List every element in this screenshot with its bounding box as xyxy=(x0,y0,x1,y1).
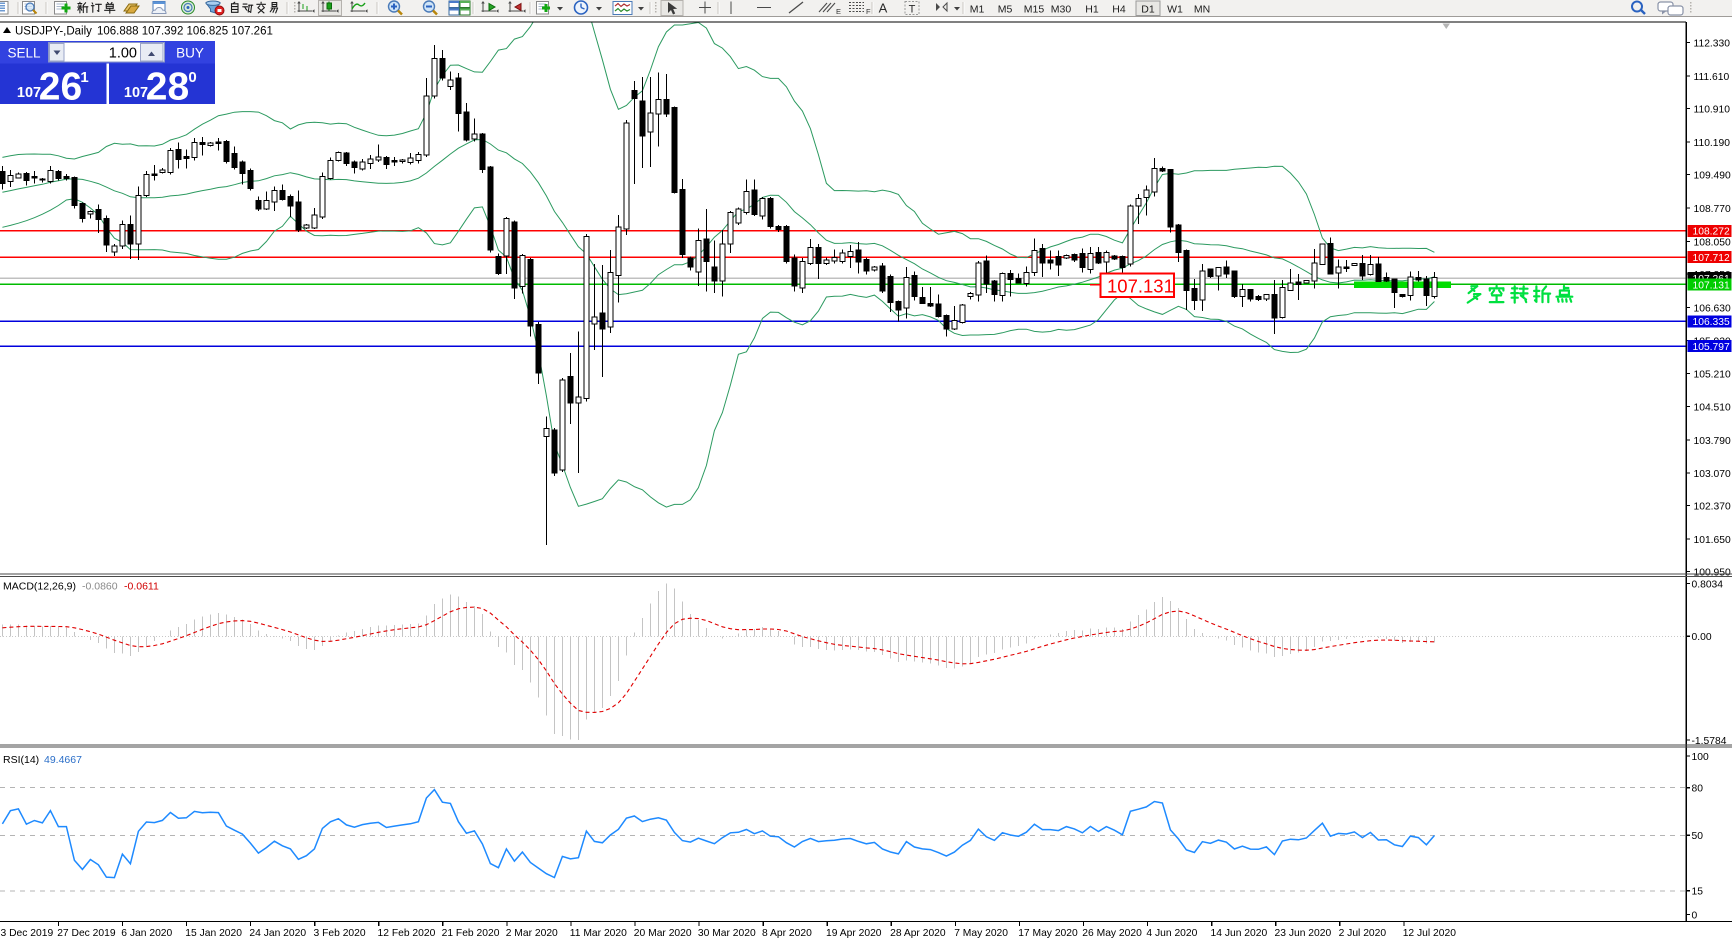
svg-text:24 Jan 2020: 24 Jan 2020 xyxy=(249,928,306,939)
svg-text:28 Apr 2020: 28 Apr 2020 xyxy=(890,928,946,939)
svg-text:26: 26 xyxy=(39,66,82,109)
svg-text:50: 50 xyxy=(1692,831,1704,842)
svg-text:28: 28 xyxy=(146,66,189,109)
svg-text:6 Jan 2020: 6 Jan 2020 xyxy=(121,928,172,939)
svg-text:107: 107 xyxy=(124,85,148,101)
svg-text:30 Mar 2020: 30 Mar 2020 xyxy=(698,928,756,939)
svg-text:M5: M5 xyxy=(998,4,1013,16)
svg-text:111.610: 111.610 xyxy=(1694,72,1730,83)
svg-text:108.770: 108.770 xyxy=(1694,204,1731,215)
svg-text:19 Apr 2020: 19 Apr 2020 xyxy=(826,928,882,939)
svg-text:14 Jun 2020: 14 Jun 2020 xyxy=(1211,928,1268,939)
svg-text:M15: M15 xyxy=(1024,4,1045,16)
svg-text:107.712: 107.712 xyxy=(1693,253,1730,264)
svg-text:15: 15 xyxy=(1692,887,1704,898)
svg-text:23 Jun 2020: 23 Jun 2020 xyxy=(1275,928,1332,939)
svg-text:110.190: 110.190 xyxy=(1694,138,1731,149)
svg-text:12 Feb 2020: 12 Feb 2020 xyxy=(378,928,436,939)
svg-text:103.790: 103.790 xyxy=(1694,436,1731,447)
svg-text:RSI(14): RSI(14) xyxy=(3,754,39,766)
svg-text:T: T xyxy=(909,4,916,16)
svg-text:27 Dec 2019: 27 Dec 2019 xyxy=(57,928,116,939)
svg-text:104.510: 104.510 xyxy=(1694,402,1731,413)
svg-text:BUY: BUY xyxy=(176,46,204,61)
svg-text:4 Jun 2020: 4 Jun 2020 xyxy=(1146,928,1197,939)
svg-text:E: E xyxy=(836,7,841,16)
svg-text:105.797: 105.797 xyxy=(1693,342,1730,353)
svg-text:105.210: 105.210 xyxy=(1694,369,1731,380)
svg-text:2 Mar 2020: 2 Mar 2020 xyxy=(506,928,558,939)
svg-text:-1.5784: -1.5784 xyxy=(1692,736,1727,747)
svg-text:100: 100 xyxy=(1692,752,1709,763)
svg-text:17 May 2020: 17 May 2020 xyxy=(1018,928,1078,939)
svg-text:0.8034: 0.8034 xyxy=(1692,579,1724,590)
svg-text:11 Mar 2020: 11 Mar 2020 xyxy=(570,928,627,939)
svg-text:110.910: 110.910 xyxy=(1694,104,1731,115)
svg-text:SELL: SELL xyxy=(7,46,41,61)
svg-text:W1: W1 xyxy=(1167,4,1183,16)
svg-text:3 Dec 2019: 3 Dec 2019 xyxy=(1,928,54,939)
svg-text:12 Jul 2020: 12 Jul 2020 xyxy=(1403,928,1457,939)
svg-text:USDJPY-,Daily: USDJPY-,Daily xyxy=(15,26,92,38)
svg-text:100.950: 100.950 xyxy=(1694,567,1731,578)
svg-text:26 May 2020: 26 May 2020 xyxy=(1082,928,1142,939)
svg-text:F: F xyxy=(866,7,871,16)
svg-text:0.00: 0.00 xyxy=(1692,632,1712,643)
svg-text:108.050: 108.050 xyxy=(1694,237,1731,248)
svg-text:1.00: 1.00 xyxy=(109,46,137,62)
svg-text:3 Feb 2020: 3 Feb 2020 xyxy=(314,928,366,939)
svg-text:15 Jan 2020: 15 Jan 2020 xyxy=(185,928,242,939)
svg-text:49.4667: 49.4667 xyxy=(44,754,82,766)
svg-text:20 Mar 2020: 20 Mar 2020 xyxy=(634,928,692,939)
svg-text:0: 0 xyxy=(1692,910,1698,921)
svg-text:106.888 107.392 106.825 107.26: 106.888 107.392 106.825 107.261 xyxy=(97,26,273,38)
svg-text:101.650: 101.650 xyxy=(1694,535,1731,546)
svg-text:103.070: 103.070 xyxy=(1694,469,1731,480)
svg-text:MACD(12,26,9): MACD(12,26,9) xyxy=(3,581,76,593)
svg-text:108.272: 108.272 xyxy=(1693,227,1730,238)
svg-text:106.630: 106.630 xyxy=(1694,303,1731,314)
svg-text:1: 1 xyxy=(80,69,88,86)
svg-text:-0.0860: -0.0860 xyxy=(82,581,118,593)
svg-text:106.335: 106.335 xyxy=(1693,317,1730,328)
svg-text:MN: MN xyxy=(1194,4,1210,16)
svg-text:102.370: 102.370 xyxy=(1694,501,1731,512)
svg-text:H4: H4 xyxy=(1112,4,1126,16)
svg-text:80: 80 xyxy=(1692,784,1704,795)
svg-text:M1: M1 xyxy=(970,4,985,16)
svg-text:-0.0611: -0.0611 xyxy=(124,581,159,593)
svg-text:A: A xyxy=(879,1,888,16)
svg-text:112.330: 112.330 xyxy=(1694,38,1731,49)
svg-text:2 Jul 2020: 2 Jul 2020 xyxy=(1339,928,1387,939)
svg-text:D1: D1 xyxy=(1141,4,1155,16)
svg-text:7 May 2020: 7 May 2020 xyxy=(954,928,1008,939)
svg-text:21 Feb 2020: 21 Feb 2020 xyxy=(442,928,500,939)
svg-text:0: 0 xyxy=(188,69,196,86)
svg-text:M30: M30 xyxy=(1051,4,1072,16)
svg-text:109.490: 109.490 xyxy=(1694,170,1731,181)
svg-text:107.131: 107.131 xyxy=(1693,280,1730,291)
svg-text:107.131: 107.131 xyxy=(1107,276,1174,297)
svg-text:8 Apr 2020: 8 Apr 2020 xyxy=(762,928,812,939)
svg-text:107: 107 xyxy=(17,85,41,101)
svg-text:H1: H1 xyxy=(1085,4,1099,16)
